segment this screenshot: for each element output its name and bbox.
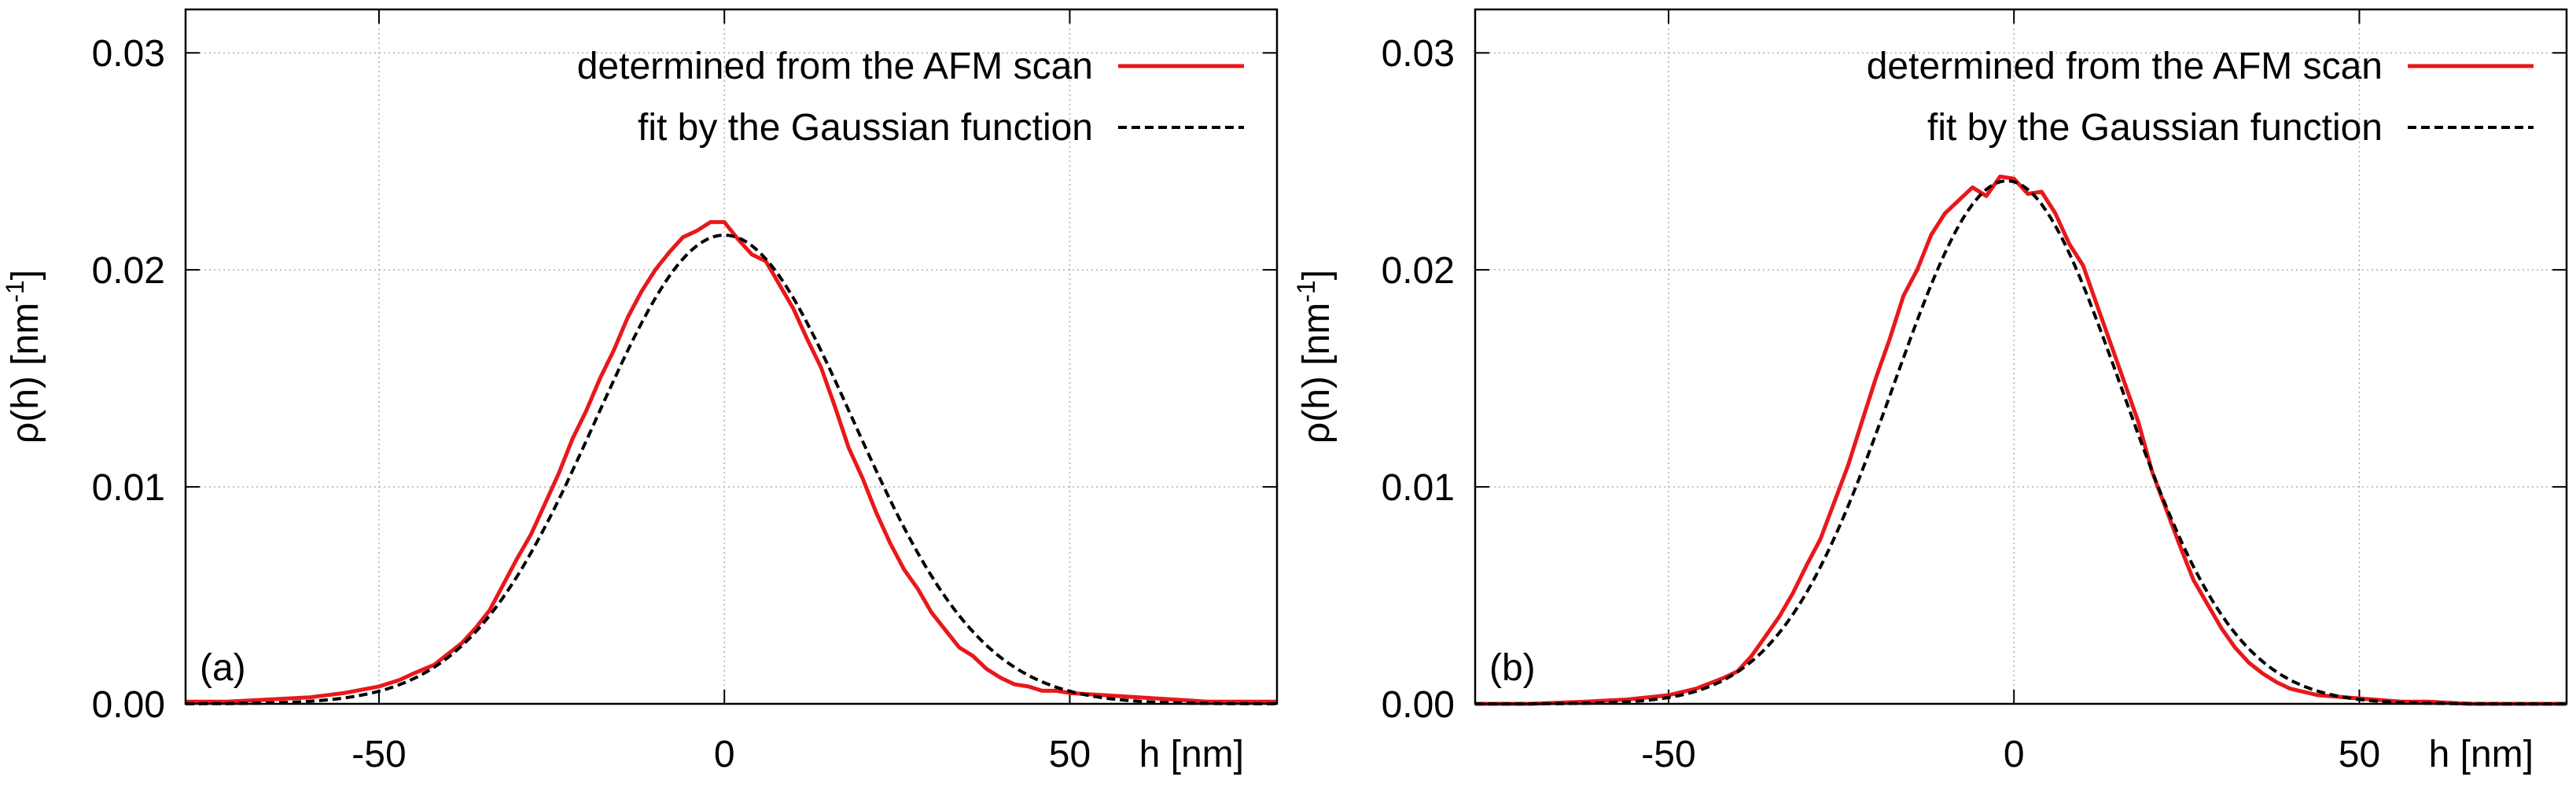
series-line-gaussian-fit — [1475, 179, 2567, 705]
x-axis-label: h [nm] — [1139, 734, 1244, 775]
y-tick-label: 0.01 — [1382, 467, 1455, 509]
plot-frame — [1474, 8, 2568, 705]
panel-label: (a) — [200, 647, 246, 689]
chart-panel-a: -50 0 50 0.00 0.01 0.02 0.03 h [nm] ρ(h) [nm-1] (… — [1, 8, 1279, 775]
panel-label: (b) — [1489, 647, 1536, 689]
y-tick-label: 0.03 — [92, 33, 165, 75]
chart-panel-b: -50 0 50 0.00 0.01 0.02 0.03 h [nm] ρ(h) [nm-1] (… — [1292, 8, 2568, 775]
y-tick-label: 0.00 — [1382, 684, 1455, 726]
y-axis-label: ρ(h) [nm-1] — [1292, 270, 1338, 444]
series-line-gaussian-fit — [186, 234, 1277, 705]
legend-label: fit by the Gaussian function — [1927, 107, 2383, 149]
series-line-afm — [1475, 175, 2567, 706]
x-tick-label: 0 — [2004, 734, 2025, 775]
legend-label: determined from the AFM scan — [577, 46, 1093, 87]
y-tick-label: 0.02 — [92, 250, 165, 292]
x-axis-label: h [nm] — [2429, 734, 2534, 775]
x-tick-label: 50 — [1049, 734, 1091, 775]
series-line-afm — [186, 219, 1277, 704]
y-tick-label: 0.00 — [92, 684, 165, 726]
y-tick-label: 0.02 — [1382, 250, 1455, 292]
x-tick-label: 0 — [714, 734, 735, 775]
y-tick-label: 0.01 — [92, 467, 165, 509]
legend-label: determined from the AFM scan — [1867, 46, 2383, 87]
y-tick-label: 0.03 — [1382, 33, 1455, 75]
x-tick-label: -50 — [1641, 734, 1695, 775]
legend-label: fit by the Gaussian function — [638, 107, 1093, 149]
x-tick-label: 50 — [2339, 734, 2380, 775]
y-axis-label: ρ(h) [nm-1] — [1, 270, 46, 444]
x-tick-label: -50 — [351, 734, 406, 775]
plot-frame — [184, 8, 1279, 705]
